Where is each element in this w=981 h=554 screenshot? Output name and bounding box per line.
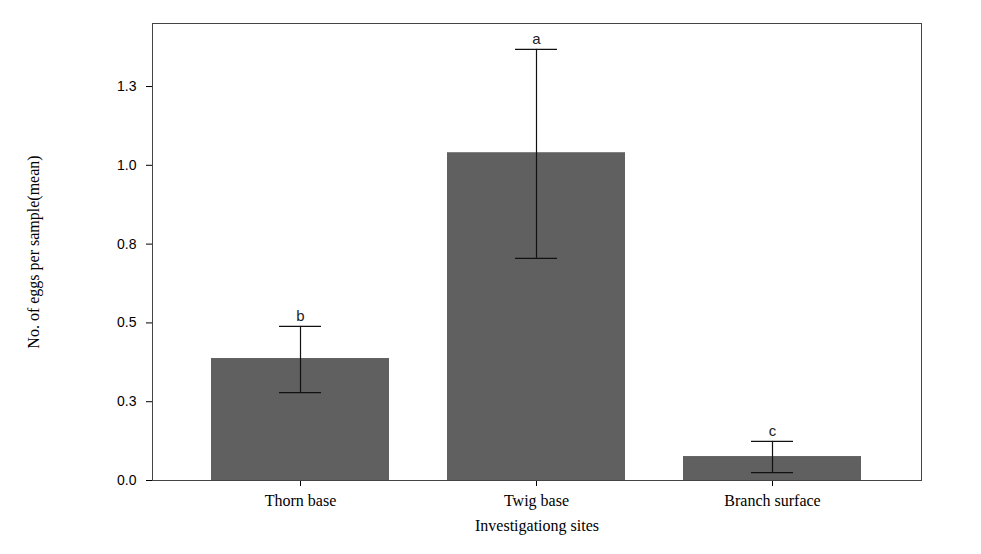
svg-text:b: b xyxy=(296,307,304,324)
svg-text:1.3: 1.3 xyxy=(117,78,137,94)
svg-text:Branch surface: Branch surface xyxy=(724,492,820,509)
svg-text:Investigationg sites: Investigationg sites xyxy=(475,517,599,535)
svg-text:0.5: 0.5 xyxy=(117,314,137,330)
svg-text:a: a xyxy=(532,30,541,47)
svg-text:0.3: 0.3 xyxy=(117,393,137,409)
svg-text:c: c xyxy=(769,422,777,439)
svg-text:Thorn base: Thorn base xyxy=(265,492,337,509)
svg-text:Twig base: Twig base xyxy=(504,492,569,510)
svg-text:0.0: 0.0 xyxy=(117,472,137,488)
svg-text:1.0: 1.0 xyxy=(117,157,137,173)
svg-text:0.8: 0.8 xyxy=(117,236,137,252)
svg-text:No. of eggs per sample(mean): No. of eggs per sample(mean) xyxy=(25,155,43,348)
